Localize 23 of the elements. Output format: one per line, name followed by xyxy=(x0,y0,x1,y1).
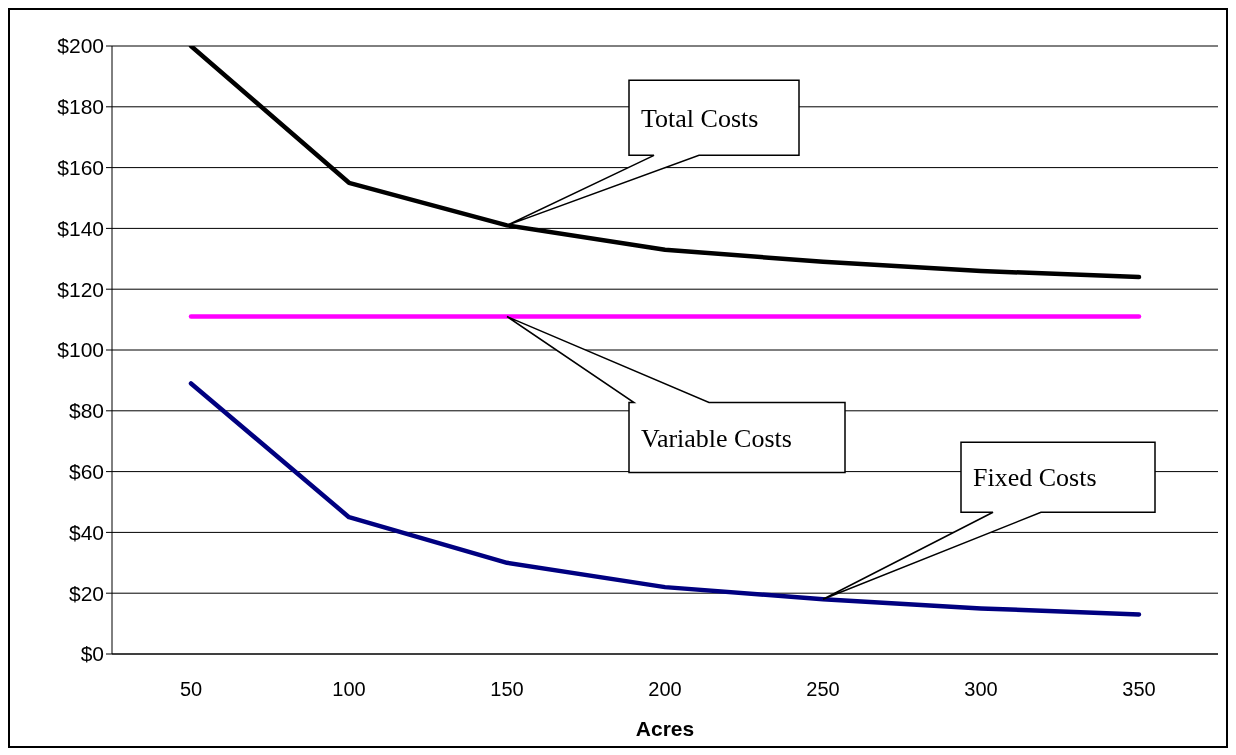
y-tick-label: $100 xyxy=(57,338,104,362)
y-tick-label: $160 xyxy=(57,156,104,180)
y-tick-label: $40 xyxy=(68,520,104,544)
x-tick-label: 250 xyxy=(806,678,840,701)
y-tick-label: $80 xyxy=(68,399,104,423)
line-series xyxy=(188,381,1142,617)
y-tick-label: $140 xyxy=(57,216,104,240)
x-tick-label: 200 xyxy=(648,678,682,701)
x-tick-label: 100 xyxy=(332,678,366,701)
y-tick-label: $0 xyxy=(80,642,104,666)
x-tick-label: 350 xyxy=(1122,678,1156,701)
y-tick-label: $120 xyxy=(57,277,104,301)
x-axis-title: Acres xyxy=(635,717,695,740)
x-tick-label: 50 xyxy=(179,678,203,701)
annotation: Fixed Costs xyxy=(973,463,1097,493)
y-tick-label: $20 xyxy=(68,581,104,605)
annotation: Variable Costs xyxy=(641,423,792,453)
x-tick-label: 150 xyxy=(490,678,524,701)
annotation: Total Costs xyxy=(641,103,759,133)
x-tick-label: 300 xyxy=(964,678,998,701)
y-tick-label: $200 xyxy=(57,34,104,58)
y-tick-label: $60 xyxy=(68,460,104,484)
y-tick-label: $180 xyxy=(57,95,104,119)
